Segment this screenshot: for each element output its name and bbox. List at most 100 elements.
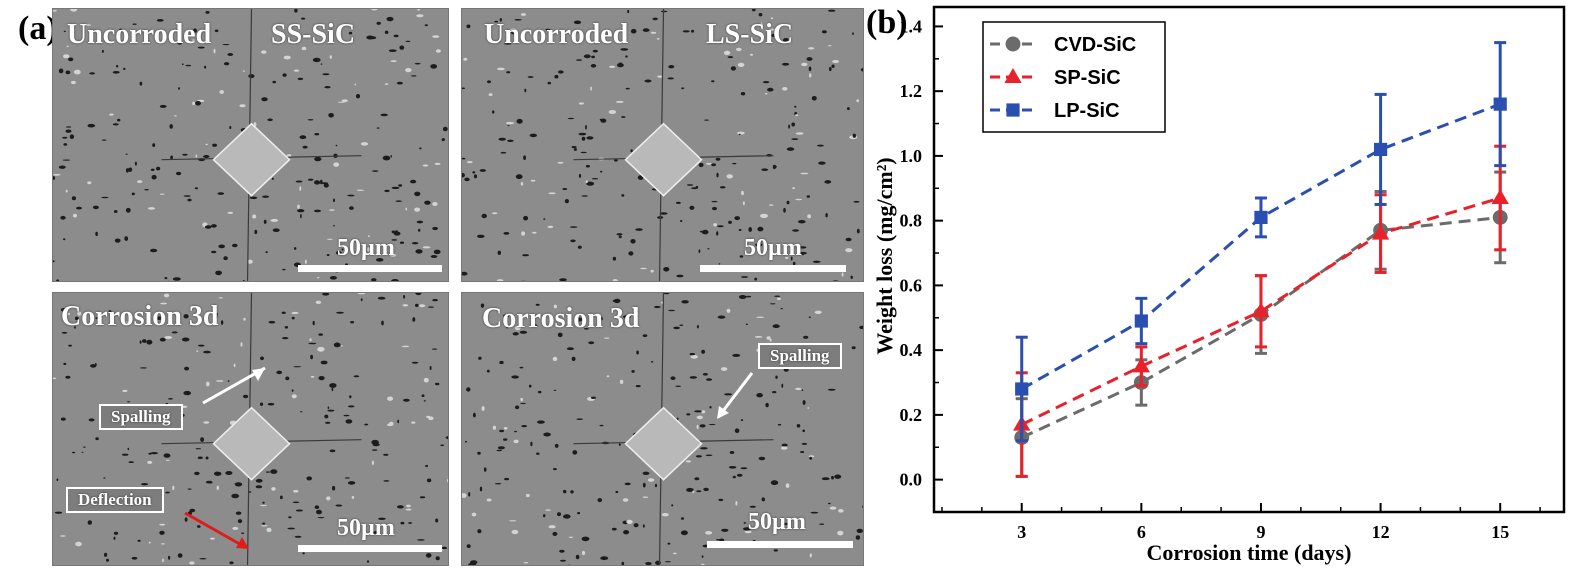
pore (426, 478, 432, 483)
pore (65, 70, 71, 75)
pore (347, 194, 355, 197)
pore (422, 164, 429, 167)
pore (645, 562, 652, 565)
pore (786, 147, 795, 151)
pore (388, 49, 397, 52)
pore (350, 321, 355, 324)
pore (552, 531, 558, 536)
pore (626, 519, 633, 524)
pore (563, 514, 571, 519)
pore (217, 192, 225, 195)
pore (203, 421, 210, 424)
pore (353, 375, 360, 378)
pore (559, 278, 567, 281)
pore (663, 293, 670, 295)
pore (553, 304, 557, 309)
pore (396, 81, 403, 85)
pore (832, 60, 840, 63)
pore (751, 9, 756, 12)
pore (621, 116, 626, 118)
pore (670, 376, 676, 380)
pore (740, 419, 744, 422)
pore (765, 402, 769, 408)
pore (265, 251, 268, 254)
pore (183, 195, 191, 197)
x-tick-label: 9 (1256, 522, 1265, 542)
scale-bar-label: 50µm (748, 509, 806, 535)
pore (781, 446, 788, 450)
pore (657, 75, 664, 78)
indentation-mark (624, 122, 703, 197)
pore (622, 498, 629, 502)
pore (837, 530, 844, 536)
pore (214, 471, 222, 476)
pore (766, 336, 771, 340)
pore (781, 522, 789, 526)
pore (761, 497, 765, 502)
pore (372, 170, 379, 172)
pore (335, 144, 338, 147)
pore (380, 113, 388, 117)
pore (237, 519, 243, 524)
pore (400, 521, 405, 525)
pore (234, 483, 240, 485)
pore (585, 164, 590, 168)
pore (795, 114, 799, 117)
pore (376, 127, 380, 129)
pore (281, 311, 286, 314)
pore (756, 316, 765, 318)
pore (790, 256, 793, 261)
pore (576, 418, 583, 420)
pore (270, 218, 279, 222)
pore (737, 131, 745, 135)
pore (618, 235, 622, 239)
pore (613, 298, 621, 304)
pore (189, 508, 196, 513)
pore (54, 511, 63, 514)
pore (575, 554, 580, 560)
pore (305, 259, 307, 264)
pore (694, 477, 700, 481)
pore (293, 489, 299, 493)
pore (509, 520, 517, 522)
pore (770, 480, 779, 486)
pore (521, 280, 526, 281)
pore (856, 99, 859, 103)
pore (734, 428, 740, 433)
pore (716, 539, 720, 541)
pore (713, 223, 717, 227)
pore (171, 331, 178, 334)
pore (69, 134, 75, 139)
pore (741, 190, 744, 196)
pore (113, 536, 116, 540)
pore (808, 47, 815, 50)
pore (164, 277, 168, 280)
pore (65, 126, 72, 128)
pore (578, 132, 587, 136)
pore (204, 225, 212, 229)
pore (203, 155, 210, 158)
pore (314, 180, 321, 185)
pore (642, 28, 650, 32)
pore (151, 174, 157, 180)
pore (680, 220, 683, 222)
pore (494, 20, 499, 23)
pore (689, 352, 696, 356)
pore (466, 24, 471, 29)
pore (543, 514, 546, 518)
pore (293, 69, 300, 72)
pore (341, 99, 348, 103)
pore (389, 253, 396, 257)
pore (255, 478, 263, 483)
pore (417, 539, 425, 541)
pore (349, 206, 354, 210)
pore (553, 389, 557, 391)
pore (335, 251, 342, 255)
pore (176, 171, 182, 176)
pore (774, 295, 781, 297)
pore (682, 30, 690, 33)
pore (416, 14, 424, 18)
pore (642, 471, 650, 475)
pore (705, 531, 713, 535)
deflection-callout: Deflection (66, 487, 164, 513)
